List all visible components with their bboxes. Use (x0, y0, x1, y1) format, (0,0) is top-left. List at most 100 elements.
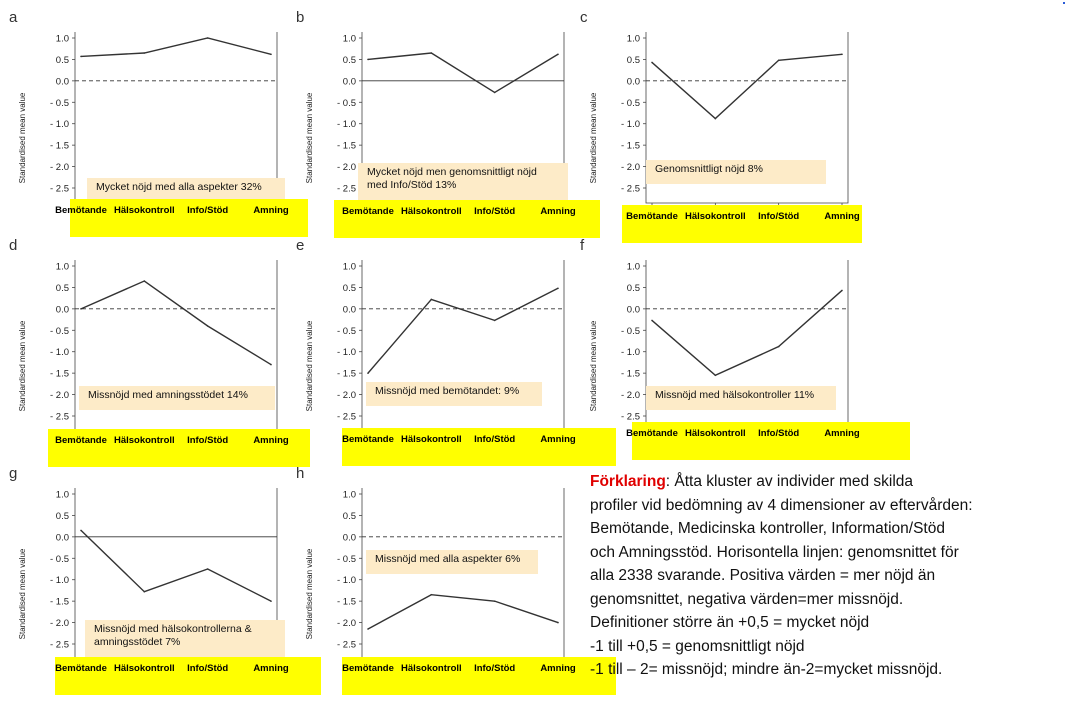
legend-line-7: Definitioner större än +0,5 = mycket nöj… (590, 614, 870, 631)
data-point (714, 117, 717, 120)
x-tick-label: Info/Stöd (474, 663, 516, 674)
x-axis-category-box: Bemötande Hälsokontroll Info/Stöd Amning (48, 429, 310, 467)
chart-svg: 1.0 0.5 0.0 - 0.5 - 1.0 - 1.5 - 2.0 - 2.5 Standa… (305, 260, 565, 435)
data-point (557, 621, 559, 624)
data-point (270, 53, 272, 56)
series-line (80, 37, 272, 58)
y-tick-label: 0.0 (56, 304, 69, 315)
data-point (206, 568, 209, 570)
y-tick-label: - 2.5 (337, 184, 356, 195)
data-point (841, 289, 843, 292)
y-tick-label: - 0.5 (621, 98, 640, 109)
y-tick-label: 1.0 (343, 490, 356, 501)
data-point (143, 590, 146, 593)
panel-letter: a (9, 9, 18, 26)
chart-panel-c: c 1.0 0.5 0.0 - 0.5 - 1.0 - 1.5 - 2.0 - 2.5 Stand… (580, 9, 862, 243)
x-tick-label: Hälsokontroll (684, 211, 746, 222)
legend-line-9: -1 till – 2= missnöjd; mindre än-2=mycke… (590, 661, 943, 678)
chart-svg: 1.0 0.5 0.0 - 0.5 - 1.0 - 1.5 - 2.0 - 2.5 Standa… (18, 260, 278, 435)
y-tick-label: - 1.0 (337, 119, 356, 130)
chart-panel-h: h 1.0 0.5 0.0 - 0.5 - 1.0 - 1.5 - 2.0 - 2.5 Stand… (296, 465, 616, 695)
y-tick-label: 0.5 (56, 511, 69, 522)
x-tick-label: Info/Stöd (187, 435, 229, 446)
y-tick-label: - 2.5 (337, 640, 356, 651)
y-tick-label: - 0.5 (337, 554, 356, 565)
y-axis-title: Standardised mean value (305, 320, 314, 411)
data-point (430, 593, 433, 596)
y-tick-label: - 2.5 (50, 412, 69, 423)
x-tick-label: Amning (540, 206, 576, 217)
panel-letter: c (580, 9, 588, 26)
y-tick-label: - 2.0 (50, 618, 69, 629)
x-tick-label: Hälsokontroll (684, 428, 746, 439)
x-tick-label: Bemötande (342, 206, 394, 217)
x-tick-label: Hälsokontroll (400, 206, 462, 217)
x-tick-label: Info/Stöd (187, 205, 229, 216)
y-tick-label: - 2.0 (337, 162, 356, 173)
x-tick-label: Bemötande (626, 428, 678, 439)
y-tick-label: - 0.5 (50, 554, 69, 565)
panel-letter: d (9, 237, 18, 254)
y-tick-label: - 1.5 (337, 369, 356, 380)
y-tick-label: 0.5 (343, 283, 356, 294)
y-tick-label: - 1.5 (50, 141, 69, 152)
cluster-caption: Missnöjd med hälsokontrollerna & amnings… (85, 620, 285, 657)
cluster-caption: Missnöjd med hälsokontroller 11% (646, 386, 836, 410)
data-point (367, 372, 369, 374)
data-point (651, 61, 653, 64)
x-axis-category-box: Bemötande Hälsokontroll Info/Stöd Amning (622, 205, 862, 243)
data-point (143, 52, 146, 54)
y-tick-label: - 1.0 (621, 119, 640, 130)
y-tick-label: 0.0 (56, 76, 69, 87)
data-point (777, 345, 780, 348)
legend-line-4: och Amningsstöd. Horisontella linjen: ge… (590, 543, 959, 561)
x-tick-label: Info/Stöd (474, 206, 516, 217)
x-tick-label: Info/Stöd (758, 211, 800, 222)
x-tick-label: Bemötande (55, 435, 107, 446)
legend-line-2: profiler vid bedömning av 4 dimensioner … (590, 496, 973, 514)
data-point (270, 600, 272, 602)
y-tick-label: 0.5 (56, 55, 69, 66)
x-tick-label: Bemötande (626, 211, 678, 222)
series-line (651, 53, 843, 120)
x-axis-category-box: Bemötande Hälsokontroll Info/Stöd Amning (342, 657, 616, 695)
y-tick-label: - 1.5 (621, 141, 640, 152)
x-tick-label: Amning (824, 211, 860, 222)
data-point (557, 287, 559, 290)
y-axis-title: Standardised mean value (18, 320, 27, 411)
series-line (367, 593, 559, 630)
data-point (143, 280, 146, 282)
chart-panel-g: g 1.0 0.5 0.0 - 0.5 - 1.0 - 1.5 - 2.0 - 2.5 Stand… (9, 465, 321, 695)
y-tick-label: - 2.5 (337, 412, 356, 423)
y-tick-label: 0.5 (343, 55, 356, 66)
data-point (430, 52, 433, 54)
y-tick-label: - 1.0 (50, 575, 69, 586)
panel-letter: f (580, 237, 585, 254)
y-tick-label: 0.0 (343, 76, 356, 87)
y-axis-title: Standardised mean value (18, 548, 27, 639)
data-point (367, 58, 369, 61)
y-tick-label: - 2.0 (621, 390, 640, 401)
data-point (80, 55, 82, 58)
data-point (714, 374, 717, 377)
corner-marker (1063, 2, 1065, 4)
y-tick-label: - 2.0 (337, 390, 356, 401)
cluster-caption: Missnöjd med alla aspekter 6% (366, 550, 538, 574)
x-tick-label: Info/Stöd (758, 428, 800, 439)
x-tick-label: Bemötande (342, 434, 394, 445)
data-point (493, 91, 496, 94)
y-tick-label: - 1.5 (50, 597, 69, 608)
cluster-caption: Missnöjd med amningsstödet 14% (79, 386, 275, 410)
y-tick-label: 0.0 (627, 304, 640, 315)
y-tick-label: - 1.0 (621, 347, 640, 358)
data-point (206, 325, 209, 327)
y-axis-title: Standardised mean value (589, 320, 598, 411)
y-tick-label: 0.5 (627, 283, 640, 294)
data-point (270, 363, 272, 366)
y-tick-label: 0.0 (56, 532, 69, 543)
x-tick-label: Bemötande (342, 663, 394, 674)
data-point (367, 628, 369, 630)
series-line (80, 280, 272, 366)
data-point (430, 298, 433, 301)
y-tick-label: - 1.5 (621, 369, 640, 380)
